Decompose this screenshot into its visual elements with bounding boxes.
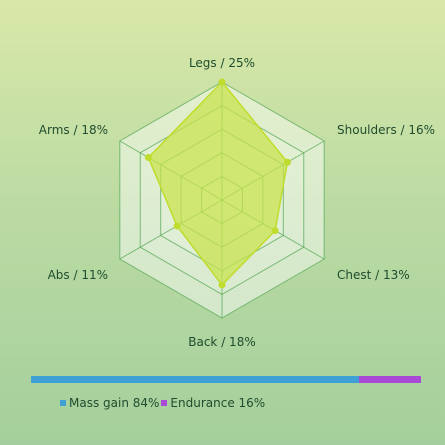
legend-label-mass-gain: Mass gain 84%	[69, 396, 160, 410]
split-bar	[31, 376, 421, 383]
axis-label-shoulders: Shoulders / 16%	[337, 123, 435, 137]
legend-swatch-mass-gain	[60, 400, 66, 406]
legend-item-mass-gain: Mass gain 84%	[60, 396, 159, 410]
radar-point-shoulders	[283, 158, 291, 166]
axis-labels: Legs / 25% Shoulders / 16% Chest / 13% B…	[39, 56, 435, 349]
split-segment-endurance	[358, 376, 421, 383]
axis-label-arms: Arms / 18%	[39, 123, 108, 137]
radar-point-arms	[144, 154, 152, 162]
axis-label-abs: Abs / 11%	[48, 268, 108, 282]
radar-point-legs	[218, 78, 226, 86]
axis-label-back: Back / 18%	[188, 335, 255, 349]
split-segment-mass-gain	[31, 376, 359, 383]
legend: Mass gain 84% Endurance 16%	[60, 396, 267, 410]
radar-series	[144, 78, 291, 289]
legend-item-endurance: Endurance 16%	[161, 396, 265, 410]
radar-point-chest	[271, 227, 279, 235]
radar-point-abs	[173, 222, 181, 230]
radar-point-back	[218, 281, 226, 289]
legend-swatch-endurance	[161, 400, 168, 406]
axis-label-chest: Chest / 13%	[337, 268, 410, 282]
axis-label-legs: Legs / 25%	[189, 56, 255, 70]
legend-label-endurance: Endurance 16%	[170, 396, 266, 410]
